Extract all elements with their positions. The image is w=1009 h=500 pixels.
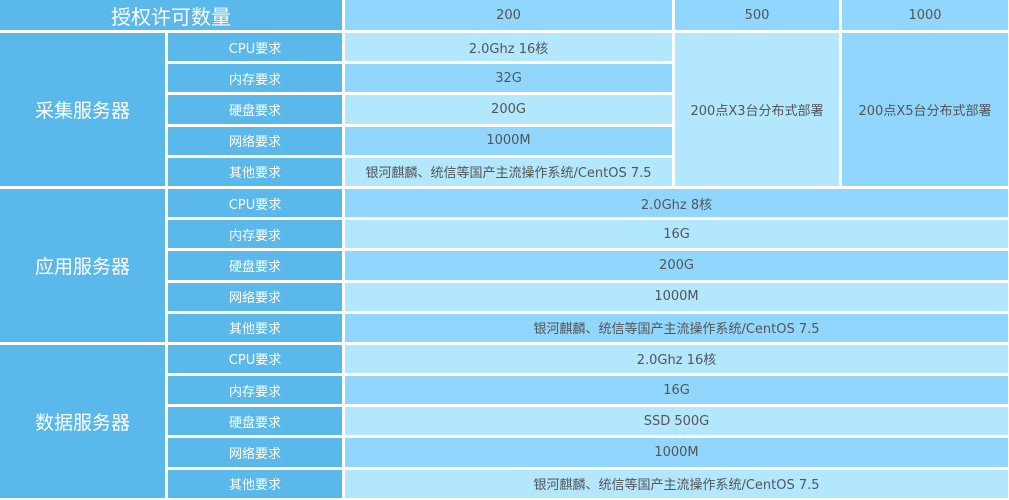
tier-200-header: 200 bbox=[345, 0, 672, 30]
memory-label: 内存要求 bbox=[168, 376, 342, 405]
data-other-value: 银河麒麟、统信等国产主流操作系统/CentOS 7.5 bbox=[345, 469, 1008, 498]
app-disk-value: 200G bbox=[345, 251, 1008, 280]
tier-1000-header: 1000 bbox=[842, 0, 1008, 30]
cpu-label: CPU要求 bbox=[168, 188, 342, 218]
network-label: 网络要求 bbox=[168, 126, 342, 155]
memory-label: 内存要求 bbox=[168, 220, 342, 249]
other-label: 其他要求 bbox=[168, 157, 342, 186]
app-other-value: 银河麒麟、统信等国产主流操作系统/CentOS 7.5 bbox=[345, 313, 1008, 342]
data-server-label: 数据服务器 bbox=[0, 344, 165, 498]
disk-label: 硬盘要求 bbox=[168, 251, 342, 280]
app-network-value: 1000M bbox=[345, 282, 1008, 311]
memory-label: 内存要求 bbox=[168, 64, 342, 93]
network-label: 网络要求 bbox=[168, 438, 342, 467]
app-server-label: 应用服务器 bbox=[0, 188, 165, 342]
data-network-value: 1000M bbox=[345, 438, 1008, 467]
collector-disk-value: 200G bbox=[345, 95, 672, 124]
data-memory-value: 16G bbox=[345, 376, 1008, 405]
network-label: 网络要求 bbox=[168, 282, 342, 311]
collector-server-label: 采集服务器 bbox=[0, 33, 165, 186]
collector-other-value: 银河麒麟、统信等国产主流操作系统/CentOS 7.5 bbox=[345, 157, 672, 186]
other-label: 其他要求 bbox=[168, 469, 342, 498]
collector-tier-500-value: 200点X3台分布式部署 bbox=[675, 33, 839, 186]
app-memory-value: 16G bbox=[345, 220, 1008, 249]
other-label: 其他要求 bbox=[168, 313, 342, 342]
disk-label: 硬盘要求 bbox=[168, 407, 342, 436]
tier-500-header: 500 bbox=[675, 0, 839, 30]
cpu-label: CPU要求 bbox=[168, 33, 342, 62]
data-disk-value: SSD 500G bbox=[345, 407, 1008, 436]
app-cpu-value: 2.0Ghz 8核 bbox=[345, 188, 1008, 218]
disk-label: 硬盘要求 bbox=[168, 95, 342, 124]
collector-tier-1000-value: 200点X5台分布式部署 bbox=[842, 33, 1008, 186]
data-cpu-value: 2.0Ghz 16核 bbox=[345, 344, 1008, 374]
collector-network-value: 1000M bbox=[345, 126, 672, 155]
collector-cpu-value: 2.0Ghz 16核 bbox=[345, 33, 672, 62]
cpu-label: CPU要求 bbox=[168, 344, 342, 374]
license-count-header: 授权许可数量 bbox=[0, 0, 342, 30]
collector-memory-value: 32G bbox=[345, 64, 672, 93]
